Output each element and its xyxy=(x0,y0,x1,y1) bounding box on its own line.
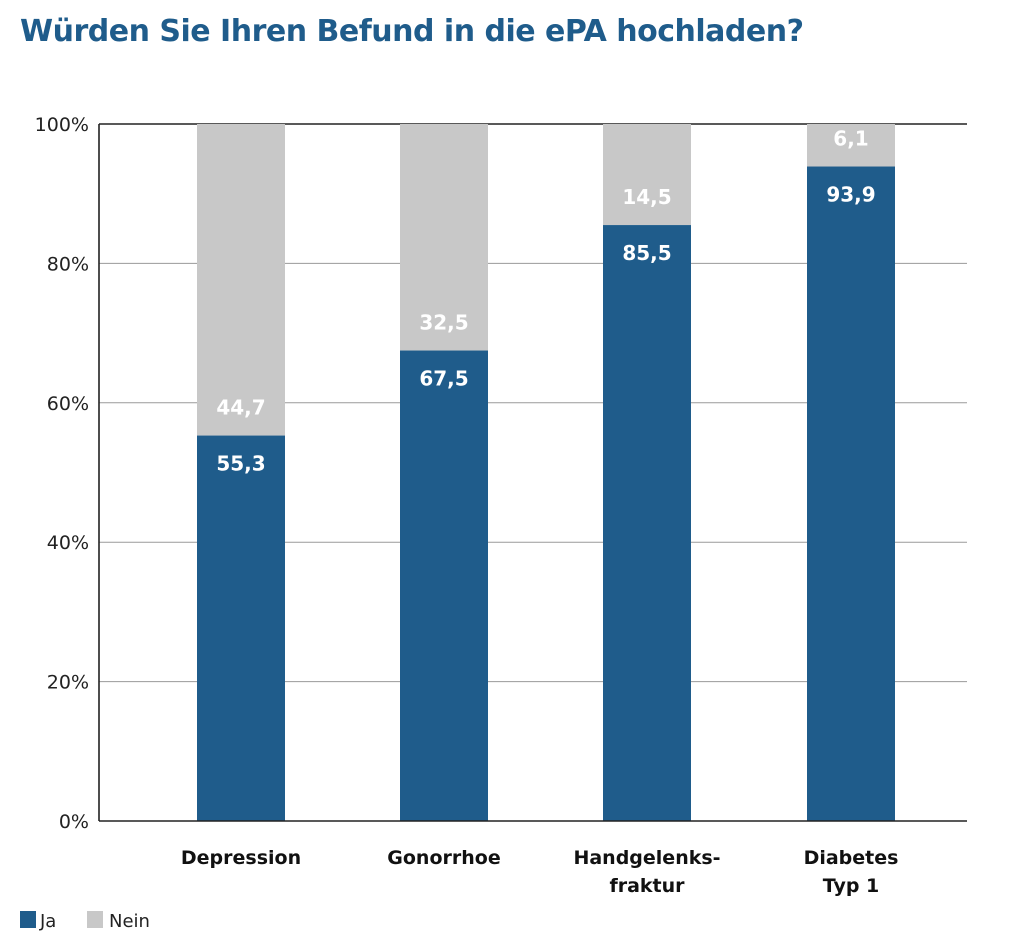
y-tick-label: 60% xyxy=(47,393,89,415)
bars xyxy=(197,124,895,822)
y-tick-label: 80% xyxy=(47,253,89,275)
value-label-ja: 85,5 xyxy=(622,241,671,265)
value-label-ja: 55,3 xyxy=(216,452,265,476)
legend-label-ja: Ja xyxy=(39,911,56,932)
category-label: Gonorrhoe xyxy=(387,847,500,869)
value-label-nein: 6,1 xyxy=(833,127,868,151)
axes xyxy=(98,124,967,822)
category-label: Diabetes xyxy=(804,847,899,869)
labels: 0% 20% 40% 60% 80% 100% 44,7 55,3 Depression 32,5… xyxy=(35,114,899,897)
y-tick-label: 0% xyxy=(59,811,89,833)
value-label-nein: 14,5 xyxy=(622,185,671,209)
value-label-ja: 67,5 xyxy=(419,367,468,391)
chart-title: Würden Sie Ihren Befund in die ePA hochl… xyxy=(20,14,804,49)
bar-ja xyxy=(603,225,691,821)
legend-swatch-nein xyxy=(87,911,103,928)
bar-nein xyxy=(400,124,488,351)
legend-swatch-ja xyxy=(20,911,36,928)
value-label-nein: 44,7 xyxy=(216,396,265,420)
bar-nein xyxy=(197,124,285,436)
value-label-ja: 93,9 xyxy=(826,183,875,207)
category-label: Handgelenks- xyxy=(573,847,720,869)
category-label: Depression xyxy=(181,847,301,869)
y-tick-label: 20% xyxy=(47,672,89,694)
bar-nein xyxy=(603,124,691,226)
category-label: fraktur xyxy=(609,875,685,897)
value-label-nein: 32,5 xyxy=(419,311,468,335)
y-tick-label: 40% xyxy=(47,532,89,554)
legend-label-nein: Nein xyxy=(109,911,150,932)
y-tick-label: 100% xyxy=(35,114,89,136)
bar-ja xyxy=(197,435,285,821)
bar-ja xyxy=(807,166,895,822)
legend: Ja Nein xyxy=(20,911,150,932)
category-label: Typ 1 xyxy=(823,875,880,897)
bar-ja xyxy=(400,350,488,821)
bar-nein xyxy=(807,124,895,167)
